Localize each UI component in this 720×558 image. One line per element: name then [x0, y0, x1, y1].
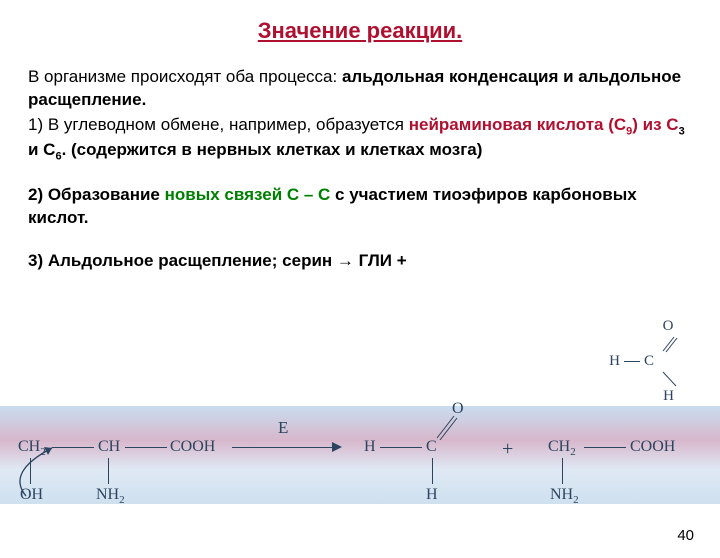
hcho-h1: H: [364, 438, 376, 456]
serine-ch: CH: [98, 438, 120, 456]
gly-cooh: COOH: [630, 438, 675, 456]
item3-serin: серин: [282, 251, 332, 270]
bond-icon: [125, 447, 167, 448]
item1-c3-wrap: 3: [679, 115, 685, 134]
item-2: 2) Образование новых связей С – С с учас…: [28, 184, 692, 230]
lbl: CH: [548, 438, 570, 455]
lbl-sub: 2: [570, 446, 576, 458]
lbl-sub: 2: [573, 494, 579, 506]
item1-keyword: нейраминовая кислота (С9) из С: [409, 115, 679, 134]
item3-plus: +: [392, 251, 407, 270]
item1-lead: 1) В углеводном обмене, например, образу…: [28, 115, 409, 134]
item1-after-c9: ) из С: [632, 115, 678, 134]
bond-icon: [108, 458, 109, 484]
intro-paragraph: В организме происходят оба процесса: аль…: [28, 66, 692, 112]
lbl: NH: [96, 486, 119, 503]
hcho-h2: H: [426, 486, 438, 504]
item1-kw-text: нейраминовая кислота (С: [409, 115, 626, 134]
item3-lead: 3) Альдольное расщепление;: [28, 251, 282, 270]
item2-mid: с участием: [330, 185, 432, 204]
item-1: 1) В углеводном обмене, например, образу…: [28, 114, 692, 164]
atom-c: C: [640, 353, 658, 370]
lbl: NH: [550, 486, 573, 503]
item1-tail: . (содержится в нервных клетках и клетка…: [62, 140, 483, 159]
curved-arrow-icon: [8, 442, 68, 502]
arrow-head-icon: [332, 442, 342, 452]
item2-lead: 2) Образование: [28, 185, 165, 204]
serine-cooh: COOH: [170, 438, 215, 456]
double-bond-slant-icon: [658, 335, 678, 353]
bond-icon: [380, 447, 422, 448]
bond-icon: [432, 458, 433, 484]
item-3: 3) Альдольное расщепление; серин → ГЛИ +: [28, 250, 692, 273]
reaction-scheme: CH2 CH COOH OH NH2 E H C O H + CH2 COOH …: [0, 386, 720, 526]
intro-plain: В организме происходят оба процесса:: [28, 67, 342, 86]
bond-icon: [562, 458, 563, 484]
bond-icon: [624, 361, 640, 362]
page-title: Значение реакции.: [0, 18, 720, 44]
arrow-shaft-icon: [232, 447, 332, 448]
lbl-sub: 2: [119, 494, 125, 506]
atom-h: H: [605, 353, 624, 370]
item1-and: и С: [28, 140, 55, 159]
page-number: 40: [677, 527, 694, 544]
sub-3: 3: [679, 125, 685, 137]
bond-icon: [584, 447, 626, 448]
gly-ch2: CH2: [548, 438, 576, 458]
double-bond-slant-icon: [434, 412, 458, 440]
item3-gli: ГЛИ: [359, 251, 392, 270]
content-block: В организме происходят оба процесса: аль…: [0, 66, 720, 273]
item3-arrow: →: [332, 251, 358, 270]
item2-keyword: новых связей С – С: [165, 185, 331, 204]
serine-nh2: NH2: [96, 486, 125, 506]
hcho-c: C: [426, 438, 437, 456]
atom-o: O: [659, 318, 678, 335]
gly-nh2: NH2: [550, 486, 579, 506]
plus-sign: +: [502, 438, 513, 461]
enzyme-label: E: [278, 418, 288, 438]
